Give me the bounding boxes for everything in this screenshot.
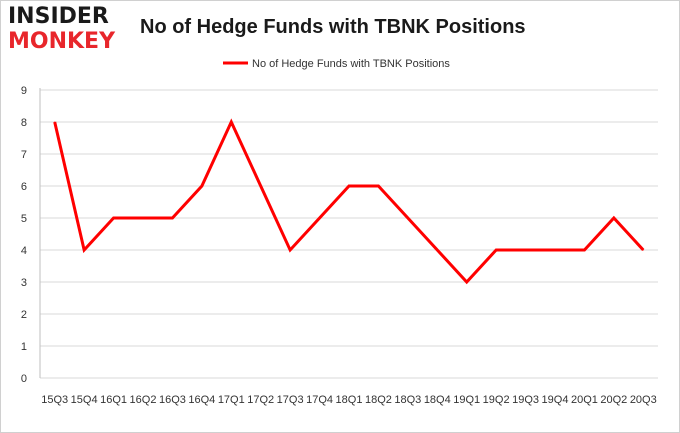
series-group <box>53 118 645 285</box>
data-point <box>613 217 615 219</box>
data-point <box>171 217 173 219</box>
x-tick-label: 18Q1 <box>336 394 363 406</box>
y-tick-label: 3 <box>21 277 27 289</box>
series-line <box>53 118 645 285</box>
data-point <box>436 249 438 251</box>
legend: No of Hedge Funds with TBNK Positions <box>223 58 450 70</box>
x-tick-label: 18Q4 <box>424 394 451 406</box>
y-tick-label: 6 <box>21 181 27 193</box>
data-point <box>642 249 644 251</box>
data-point <box>554 249 556 251</box>
data-point <box>54 121 56 123</box>
y-tick-label: 1 <box>21 341 27 353</box>
x-tick-label: 16Q2 <box>130 394 157 406</box>
y-tick-label: 7 <box>21 149 27 161</box>
x-tick-label: 16Q4 <box>188 394 215 406</box>
x-tick-label: 20Q3 <box>630 394 657 406</box>
legend-label: No of Hedge Funds with TBNK Positions <box>252 58 450 70</box>
x-tick-label: 15Q4 <box>71 394 98 406</box>
logo-line-2: MONKEY <box>8 29 116 54</box>
x-tick-label: 17Q4 <box>306 394 333 406</box>
y-tick-label: 2 <box>21 309 27 321</box>
data-point <box>113 217 115 219</box>
insider-monkey-logo: INSIDER MONKEY <box>8 6 126 58</box>
data-point <box>201 185 203 187</box>
x-tick-label: 19Q4 <box>542 394 569 406</box>
y-axis-ticks: 0 1 2 3 4 5 6 7 8 9 <box>21 85 27 385</box>
x-tick-label: 17Q3 <box>277 394 304 406</box>
x-tick-label: 16Q3 <box>159 394 186 406</box>
data-point <box>377 185 379 187</box>
x-tick-label: 18Q3 <box>394 394 421 406</box>
y-tick-label: 8 <box>21 117 27 129</box>
data-point <box>230 121 232 123</box>
x-tick-label: 19Q1 <box>453 394 480 406</box>
x-tick-label: 20Q2 <box>600 394 627 406</box>
x-tick-label: 19Q2 <box>483 394 510 406</box>
data-point <box>495 249 497 251</box>
data-point <box>407 217 409 219</box>
data-point <box>583 249 585 251</box>
x-tick-label: 19Q3 <box>512 394 539 406</box>
data-point <box>348 185 350 187</box>
data-point <box>466 281 468 283</box>
logo-line-1: INSIDER <box>8 4 109 29</box>
y-tick-label: 0 <box>21 373 27 385</box>
y-tick-label: 9 <box>21 85 27 97</box>
data-point <box>525 249 527 251</box>
x-tick-label: 17Q1 <box>218 394 245 406</box>
x-tick-label: 18Q2 <box>365 394 392 406</box>
x-tick-label: 16Q1 <box>100 394 127 406</box>
y-tick-label: 5 <box>21 213 27 225</box>
x-tick-label: 20Q1 <box>571 394 598 406</box>
data-point <box>142 217 144 219</box>
y-tick-label: 4 <box>21 245 27 257</box>
x-tick-label: 17Q2 <box>247 394 274 406</box>
data-point <box>289 249 291 251</box>
chart-title: No of Hedge Funds with TBNK Positions <box>140 16 526 38</box>
data-point <box>260 185 262 187</box>
x-tick-label: 15Q3 <box>41 394 68 406</box>
gridlines <box>39 88 658 379</box>
data-point <box>319 217 321 219</box>
data-point <box>83 249 85 251</box>
x-axis-ticks: 15Q3 15Q4 16Q1 16Q2 16Q3 16Q4 17Q1 17Q2 17Q3 17Q4… <box>41 394 656 406</box>
